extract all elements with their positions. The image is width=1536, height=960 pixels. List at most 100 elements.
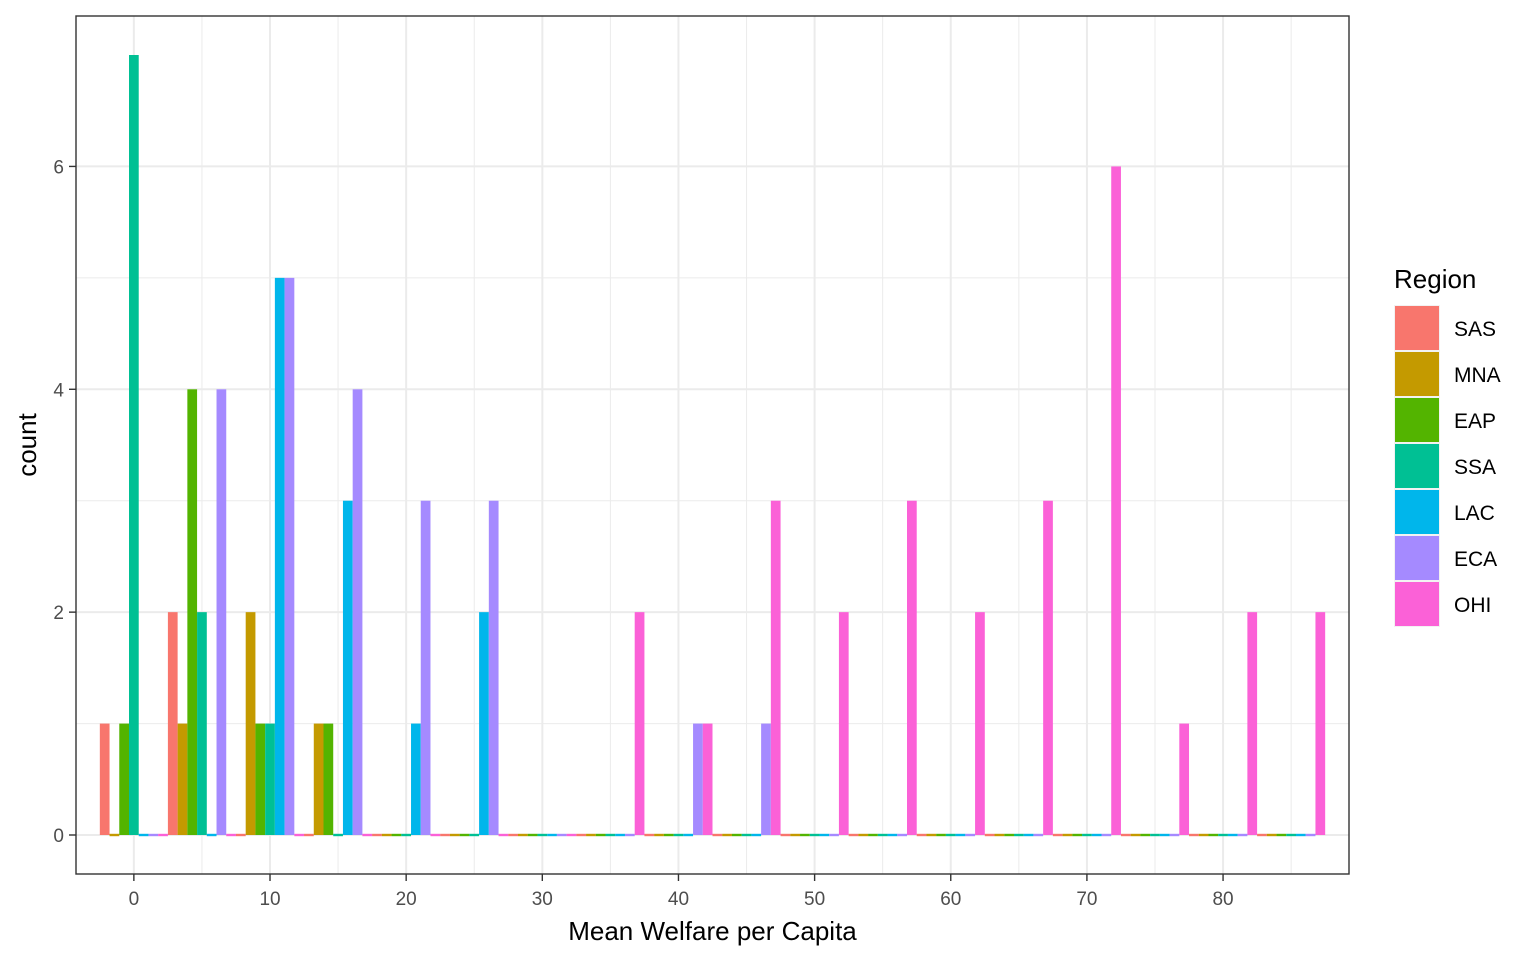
bar-eap <box>936 833 946 837</box>
bar-lac <box>274 277 285 835</box>
bar-ohi <box>1315 612 1326 835</box>
x-tick-label: 10 <box>259 889 280 910</box>
bar-ohi <box>362 833 373 837</box>
bar-eap <box>119 723 130 835</box>
x-axis-title: Mean Welfare per Capita <box>568 916 857 946</box>
bar-ohi <box>1247 612 1258 835</box>
bar-eca <box>1033 833 1044 837</box>
bar-sas <box>712 833 723 837</box>
bar-ssa <box>537 833 548 837</box>
bar-eap <box>323 723 334 835</box>
bar-lac <box>138 833 149 837</box>
bar-mna <box>586 833 596 837</box>
legend-label-lac: LAC <box>1454 502 1495 525</box>
bar-lac <box>479 612 489 835</box>
bar-ssa <box>877 833 888 837</box>
bar-sas <box>916 833 927 837</box>
bar-ohi <box>838 612 849 835</box>
bar-ohi <box>906 500 917 835</box>
bar-eap <box>663 833 674 837</box>
bar-lac <box>819 833 830 837</box>
bar-eca <box>1101 833 1112 837</box>
bar-eca <box>624 833 635 837</box>
bar-eap <box>868 833 878 837</box>
bar-lac <box>1023 833 1034 837</box>
x-tick-label: 40 <box>668 889 689 910</box>
bar-ssa <box>741 833 752 837</box>
legend-label-sas: SAS <box>1454 318 1496 341</box>
bar-sas <box>576 833 587 837</box>
bar-eap <box>527 833 538 837</box>
bar-mna <box>1266 833 1277 837</box>
bar-eap <box>1140 833 1151 837</box>
legend-items: SAS MNA EAP SSA LAC ECA OHI <box>1394 305 1501 627</box>
bar-lac <box>751 833 762 837</box>
bar-lac <box>206 833 217 837</box>
bar-sas <box>1257 833 1267 837</box>
bar-eca <box>352 389 363 835</box>
legend-title: Region <box>1394 264 1476 294</box>
bar-mna <box>1198 833 1209 837</box>
bar-eap <box>1208 833 1219 837</box>
bar-mna <box>449 833 460 837</box>
bar-lac <box>1227 833 1238 837</box>
bar-mna <box>1062 833 1073 837</box>
x-tick-label: 70 <box>1076 889 1097 910</box>
bar-eca <box>420 500 431 835</box>
legend-label-eap: EAP <box>1454 410 1496 433</box>
bar-eap <box>255 723 266 835</box>
bar-sas <box>99 723 110 835</box>
bar-mna <box>245 612 256 835</box>
bar-eca <box>1237 833 1248 837</box>
bar-ssa <box>1150 833 1160 837</box>
bar-sas <box>372 833 382 837</box>
bar-eap <box>731 833 742 837</box>
bar-eap <box>595 833 606 837</box>
bar-eca <box>897 833 907 837</box>
bar-eca <box>1169 833 1180 837</box>
bar-ssa <box>1082 833 1092 837</box>
legend-swatch-ssa <box>1395 444 1439 488</box>
bar-ohi <box>1111 166 1121 835</box>
bar-ssa <box>469 833 480 837</box>
bar-mna <box>313 723 324 835</box>
bar-ssa <box>1218 833 1228 837</box>
legend-label-mna: MNA <box>1454 364 1501 387</box>
y-tick-label: 4 <box>53 380 64 401</box>
y-tick-label: 0 <box>53 826 64 847</box>
bar-lac <box>411 723 421 835</box>
bar-ssa <box>673 833 684 837</box>
bar-ohi <box>566 833 577 837</box>
bar-ssa <box>129 55 139 835</box>
bar-ssa <box>1013 833 1024 837</box>
bar-mna <box>177 723 188 835</box>
x-tick-label: 30 <box>532 889 553 910</box>
legend-swatch-eap <box>1395 398 1439 442</box>
bar-lac <box>887 833 898 837</box>
bar-ssa <box>333 833 343 837</box>
bar-eca <box>965 833 976 837</box>
panel-border <box>75 15 1350 875</box>
legend-swatch-mna <box>1395 352 1439 396</box>
bar-lac <box>955 833 966 837</box>
x-tick-label: 50 <box>804 889 825 910</box>
bar-eap <box>391 833 402 837</box>
bar-sas <box>167 612 178 835</box>
bar-sas <box>508 833 519 837</box>
bar-sas <box>304 833 314 837</box>
bar-eap <box>800 833 810 837</box>
x-tick-label: 0 <box>129 889 140 910</box>
bar-eca <box>829 833 839 837</box>
bar-sas <box>1189 833 1199 837</box>
bar-ohi <box>1179 723 1190 835</box>
bar-sas <box>440 833 450 837</box>
bar-ssa <box>197 612 207 835</box>
bar-lac <box>1159 833 1170 837</box>
bar-mna <box>790 833 801 837</box>
bar-lac <box>547 833 557 837</box>
bar-mna <box>1130 833 1141 837</box>
bar-ohi <box>430 833 441 837</box>
bar-mna <box>926 833 937 837</box>
